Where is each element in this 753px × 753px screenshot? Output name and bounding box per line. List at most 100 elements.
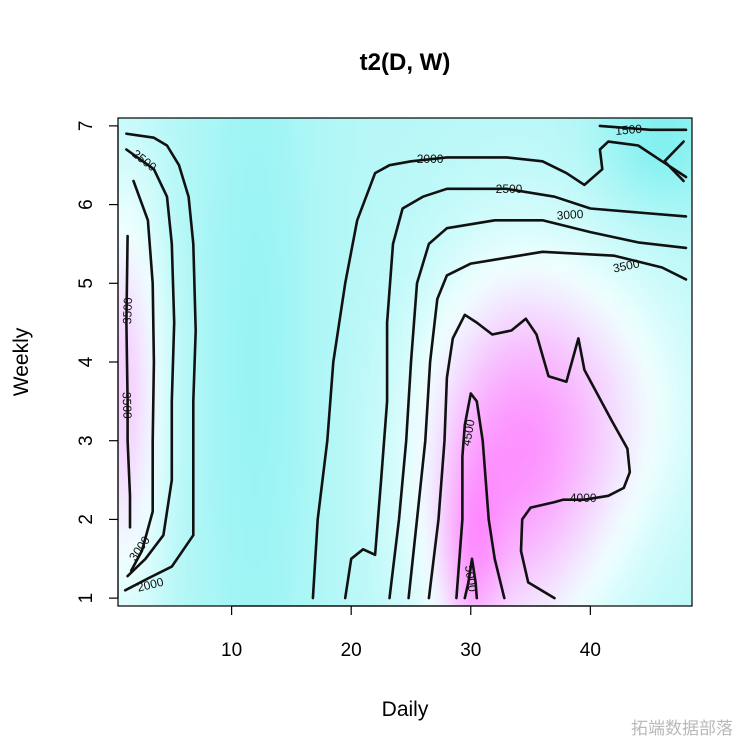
fill-cell	[357, 495, 371, 513]
fill-cell	[369, 228, 383, 245]
fill-cell	[381, 275, 395, 293]
fill-cell	[213, 228, 227, 245]
fill-cell	[118, 464, 119, 481]
fill-cell	[393, 527, 406, 544]
fill-cell	[357, 558, 371, 576]
fill-cell	[381, 133, 395, 151]
fill-cell	[273, 527, 287, 544]
fill-cell	[488, 338, 502, 356]
contour-line-3000	[129, 179, 156, 572]
fill-cell	[596, 306, 610, 324]
fill-cell	[608, 212, 622, 230]
fill-cell	[153, 448, 167, 466]
fill-cell	[381, 590, 395, 606]
fill-cell	[680, 275, 692, 293]
fill-cell	[488, 259, 502, 277]
fill-cell	[512, 259, 526, 277]
fill-cell	[321, 606, 334, 623]
fill-cell	[118, 338, 119, 356]
fill-cell	[656, 543, 670, 560]
fill-cell	[249, 558, 263, 576]
fill-cell	[273, 338, 287, 356]
fill-cell	[680, 228, 692, 245]
fill-cell	[285, 480, 299, 497]
fill-cell	[237, 275, 251, 293]
fill-cell	[225, 480, 239, 497]
fill-cell	[632, 259, 646, 277]
fill-cell	[692, 307, 705, 324]
fill-cell	[130, 306, 143, 324]
fill-cell	[548, 417, 562, 434]
fill-cell	[237, 306, 251, 324]
fill-cell	[225, 527, 239, 544]
fill-cell	[130, 417, 143, 434]
fill-cell	[560, 181, 574, 198]
contour-line-2000	[123, 132, 197, 592]
fill-cell	[285, 259, 299, 277]
fill-cell	[500, 118, 514, 119]
fill-cell	[141, 338, 155, 356]
fill-cell	[357, 354, 371, 371]
fill-cell	[118, 212, 131, 230]
fill-cell	[345, 590, 359, 606]
fill-cell	[357, 527, 371, 544]
fill-cell	[333, 495, 347, 513]
fill-cell	[225, 212, 239, 230]
fill-cell	[452, 133, 466, 151]
fill-cell	[464, 417, 478, 434]
fill-cell	[225, 464, 239, 481]
fill-cell	[656, 338, 670, 356]
fill-cell	[417, 558, 430, 576]
fill-cell	[680, 432, 692, 450]
fill-cell	[644, 543, 658, 560]
fill-cell	[285, 212, 299, 230]
x-tick-label: 10	[221, 640, 242, 661]
fill-cell	[668, 543, 682, 560]
fill-cell	[656, 527, 670, 544]
fill-cell	[321, 354, 335, 371]
fill-cell	[668, 338, 682, 356]
fill-cell	[177, 354, 191, 371]
fill-cell	[369, 118, 383, 119]
y-tick-label: 2	[76, 514, 97, 525]
fill-cell	[177, 385, 191, 403]
fill-cell	[297, 543, 311, 560]
fill-cell	[165, 118, 179, 119]
fill-cell	[177, 338, 191, 356]
fill-cell	[656, 118, 670, 135]
fill-cell	[309, 322, 323, 340]
fill-cell	[632, 243, 646, 261]
contour-label-group: 2000	[417, 152, 444, 166]
fill-cell	[452, 228, 466, 245]
fill-cell	[644, 165, 658, 182]
fill-cell	[130, 432, 143, 450]
fill-cell	[476, 165, 490, 182]
fill-cell	[524, 511, 538, 529]
fill-cell	[488, 228, 502, 245]
fill-cell	[692, 543, 705, 560]
fill-cell	[692, 590, 705, 607]
chart-title: t2(D, W)	[360, 49, 451, 76]
fill-cell	[333, 118, 347, 119]
fill-cell	[560, 448, 574, 466]
fill-cell	[500, 133, 514, 151]
fill-cell	[476, 212, 490, 230]
fill-cell	[249, 495, 263, 513]
fill-cell	[345, 165, 359, 182]
fill-cell	[524, 590, 538, 606]
fill-cell	[201, 338, 215, 356]
fill-cell	[130, 228, 143, 245]
fill-cell	[620, 243, 634, 261]
fill-cell	[524, 448, 538, 466]
fill-cell	[189, 448, 203, 466]
fill-cell	[393, 133, 406, 151]
fill-cell	[369, 196, 383, 214]
fill-cell	[237, 322, 251, 340]
fill-cell	[225, 228, 239, 245]
fill-cell	[369, 338, 383, 356]
fill-cell	[213, 118, 227, 135]
fill-cell	[680, 385, 692, 403]
fill-cell	[309, 165, 323, 182]
fill-cell	[656, 306, 670, 324]
fill-cell	[680, 118, 692, 135]
